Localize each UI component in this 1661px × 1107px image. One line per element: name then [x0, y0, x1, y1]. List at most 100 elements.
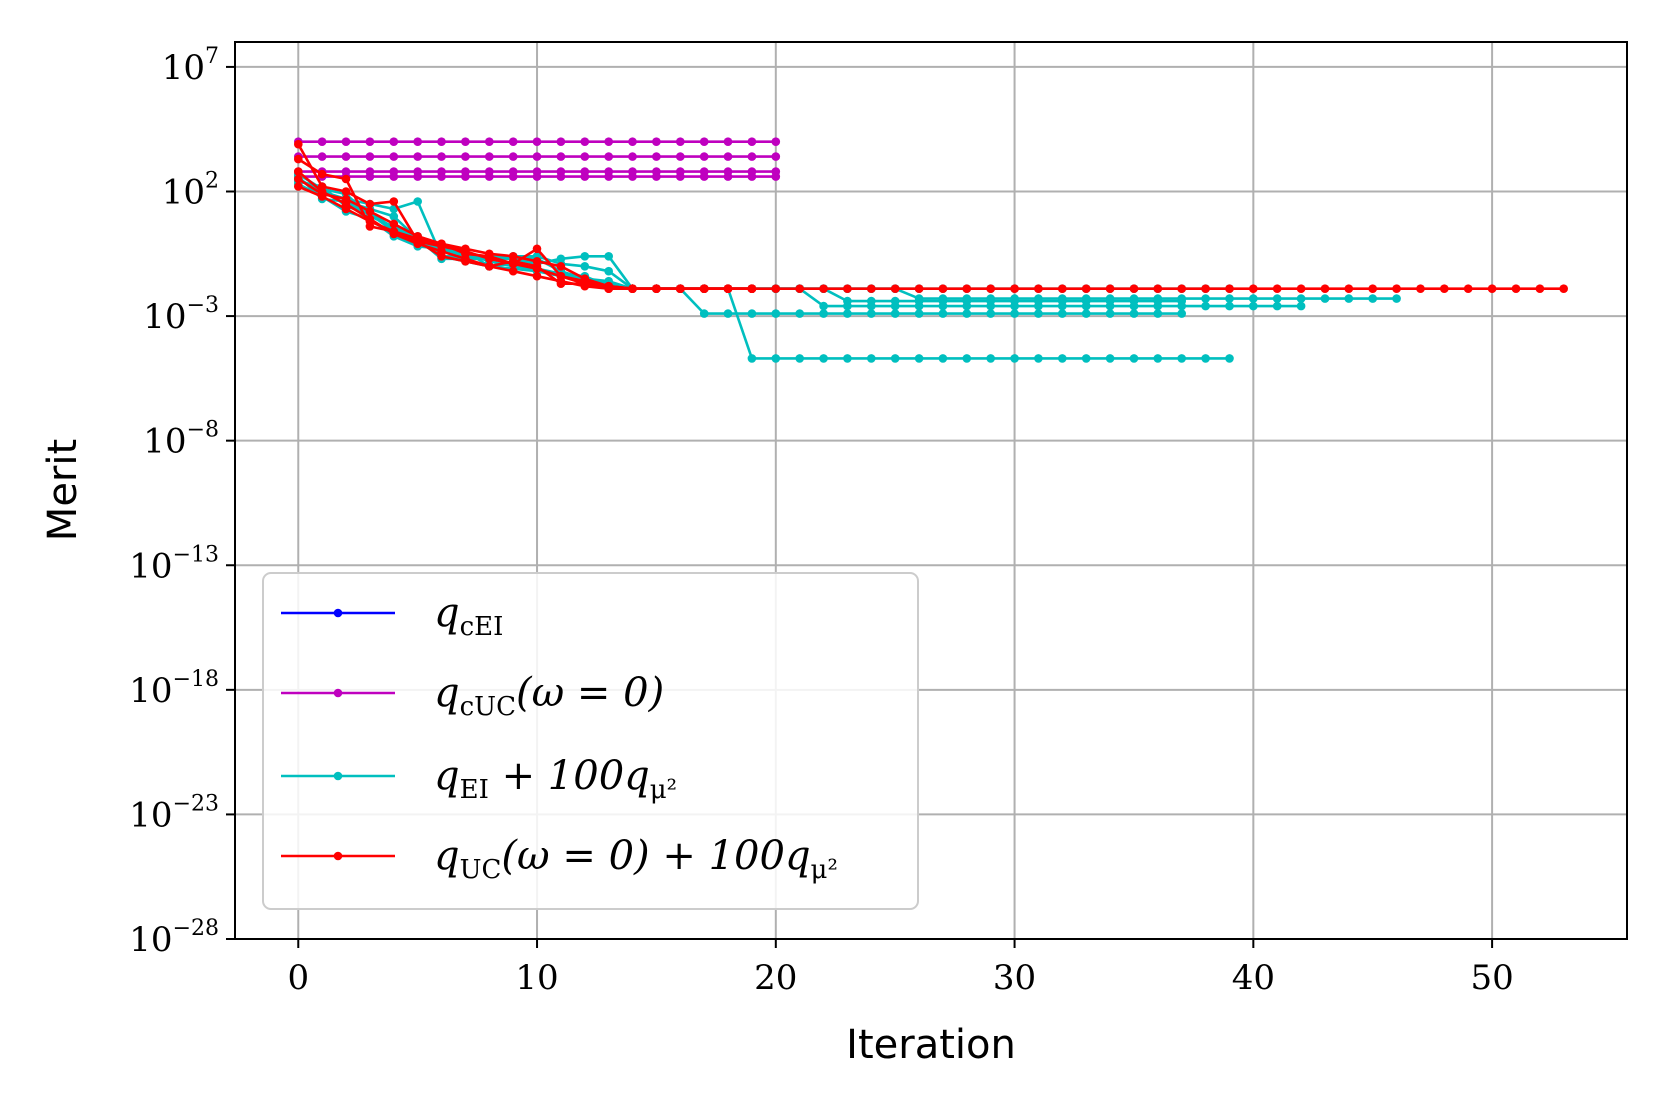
data-point	[652, 284, 661, 294]
data-point	[699, 137, 709, 146]
x-tick-label: 50	[1470, 958, 1513, 998]
x-tick-label: 30	[993, 958, 1036, 998]
data-point	[461, 152, 470, 161]
data-point	[556, 172, 566, 181]
legend-swatch-marker	[333, 771, 343, 781]
data-point	[532, 264, 542, 274]
data-point	[843, 309, 852, 318]
data-point	[1177, 354, 1186, 363]
data-point	[914, 354, 924, 363]
series-q_UC_mu	[294, 182, 757, 294]
data-point	[1344, 294, 1354, 303]
data-point	[580, 251, 590, 261]
data-point	[389, 212, 399, 221]
data-point	[341, 204, 351, 214]
data-point	[604, 172, 613, 181]
data-point	[843, 354, 852, 363]
data-point	[1392, 294, 1401, 303]
data-point	[1296, 284, 1306, 294]
data-point	[771, 284, 781, 294]
y-tick-label: 10−13	[129, 542, 219, 586]
data-point	[294, 182, 303, 191]
data-point	[1010, 309, 1019, 318]
data-point	[389, 197, 399, 206]
data-point	[294, 174, 303, 184]
data-point	[1272, 284, 1282, 294]
data-point	[341, 137, 351, 146]
data-point	[437, 137, 446, 146]
series-q_UC_mu	[294, 167, 757, 294]
data-point	[771, 152, 781, 161]
data-point	[485, 172, 494, 181]
data-point	[795, 284, 804, 294]
plot-frame	[234, 41, 1628, 940]
data-point	[341, 152, 351, 161]
data-point	[413, 152, 423, 161]
data-point	[365, 152, 375, 161]
data-point	[341, 194, 351, 204]
data-point	[819, 354, 828, 363]
data-point	[1201, 354, 1210, 363]
x-tick-label: 40	[1232, 958, 1275, 998]
data-point	[890, 354, 900, 363]
data-point	[604, 152, 613, 161]
legend-item-q_cUC: qcUC(ω = 0)	[281, 670, 664, 722]
data-point	[317, 192, 327, 201]
legend-item-q_EI_mu: qEI + 100qμ²	[281, 753, 677, 805]
data-point	[771, 309, 781, 318]
data-point	[1058, 284, 1067, 294]
legend-label: qUC(ω = 0) + 100qμ²	[434, 833, 838, 885]
data-point	[771, 354, 781, 363]
data-point	[485, 254, 494, 264]
data-point	[747, 354, 757, 363]
data-point	[1081, 309, 1091, 318]
data-point	[365, 137, 375, 146]
legend-box	[262, 572, 919, 910]
data-point	[365, 172, 375, 181]
data-point	[1081, 284, 1091, 294]
data-point	[437, 172, 446, 181]
data-point	[485, 137, 494, 146]
data-point	[747, 309, 757, 318]
data-point	[652, 172, 661, 181]
data-point	[747, 284, 757, 294]
data-point	[317, 137, 327, 146]
data-point	[628, 284, 637, 294]
data-point	[1034, 284, 1043, 294]
data-point	[365, 199, 375, 209]
data-point	[556, 137, 566, 146]
data-point	[1105, 284, 1115, 294]
data-point	[1272, 301, 1282, 311]
data-point	[1129, 309, 1139, 318]
data-point	[556, 271, 566, 281]
data-point	[962, 309, 972, 318]
y-tick-label: 102	[162, 169, 219, 213]
data-point	[580, 152, 590, 161]
data-point	[914, 296, 924, 306]
y-tick-label: 10−3	[143, 293, 219, 337]
data-point	[938, 309, 948, 318]
data-point	[294, 139, 303, 149]
data-point	[747, 172, 757, 181]
data-point	[532, 257, 542, 266]
data-point	[1559, 284, 1568, 294]
data-point	[1535, 284, 1545, 294]
data-point	[652, 152, 661, 161]
data-point	[580, 137, 590, 146]
data-point	[723, 284, 733, 294]
legend-swatch-marker	[333, 608, 343, 618]
data-point	[580, 262, 590, 271]
data-point	[485, 262, 494, 271]
legend-item-q_cEI: qcEI	[281, 590, 503, 642]
data-point	[819, 284, 828, 294]
data-point	[556, 262, 566, 271]
data-point	[628, 152, 637, 161]
y-axis-label: Merit	[40, 439, 86, 541]
legend-item-q_UC_mu: qUC(ω = 0) + 100qμ²	[281, 833, 838, 885]
data-point	[461, 172, 470, 181]
data-point	[532, 152, 542, 161]
data-point	[532, 271, 542, 281]
legend-swatch-marker	[333, 851, 343, 861]
data-point	[294, 154, 303, 164]
data-point	[914, 309, 924, 318]
